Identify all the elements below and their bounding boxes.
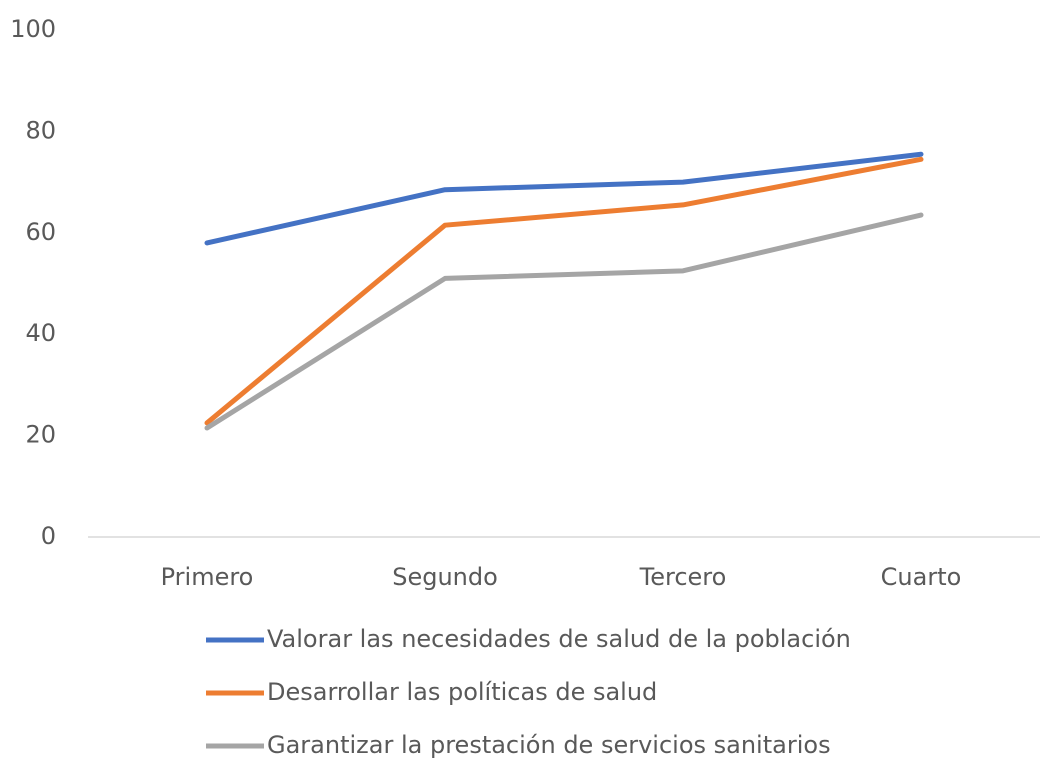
y-tick-label: 20 bbox=[25, 421, 56, 449]
x-tick-label: Primero bbox=[161, 563, 254, 591]
legend-label: Valorar las necesidades de salud de la p… bbox=[267, 625, 851, 653]
y-tick-label: 40 bbox=[25, 319, 56, 347]
series-line bbox=[204, 212, 924, 431]
y-tick-label: 60 bbox=[25, 218, 56, 246]
y-tick-label: 0 bbox=[41, 522, 56, 550]
legend-label: Desarrollar las políticas de salud bbox=[267, 678, 657, 706]
series-line bbox=[204, 156, 924, 426]
x-tick-label: Cuarto bbox=[881, 563, 962, 591]
y-tick-label: 80 bbox=[25, 116, 56, 144]
series-line bbox=[204, 151, 924, 246]
x-tick-label: Segundo bbox=[392, 563, 498, 591]
x-tick-label: Tercero bbox=[639, 563, 727, 591]
legend-label: Garantizar la prestación de servicios sa… bbox=[267, 731, 831, 759]
y-tick-label: 100 bbox=[10, 15, 56, 43]
